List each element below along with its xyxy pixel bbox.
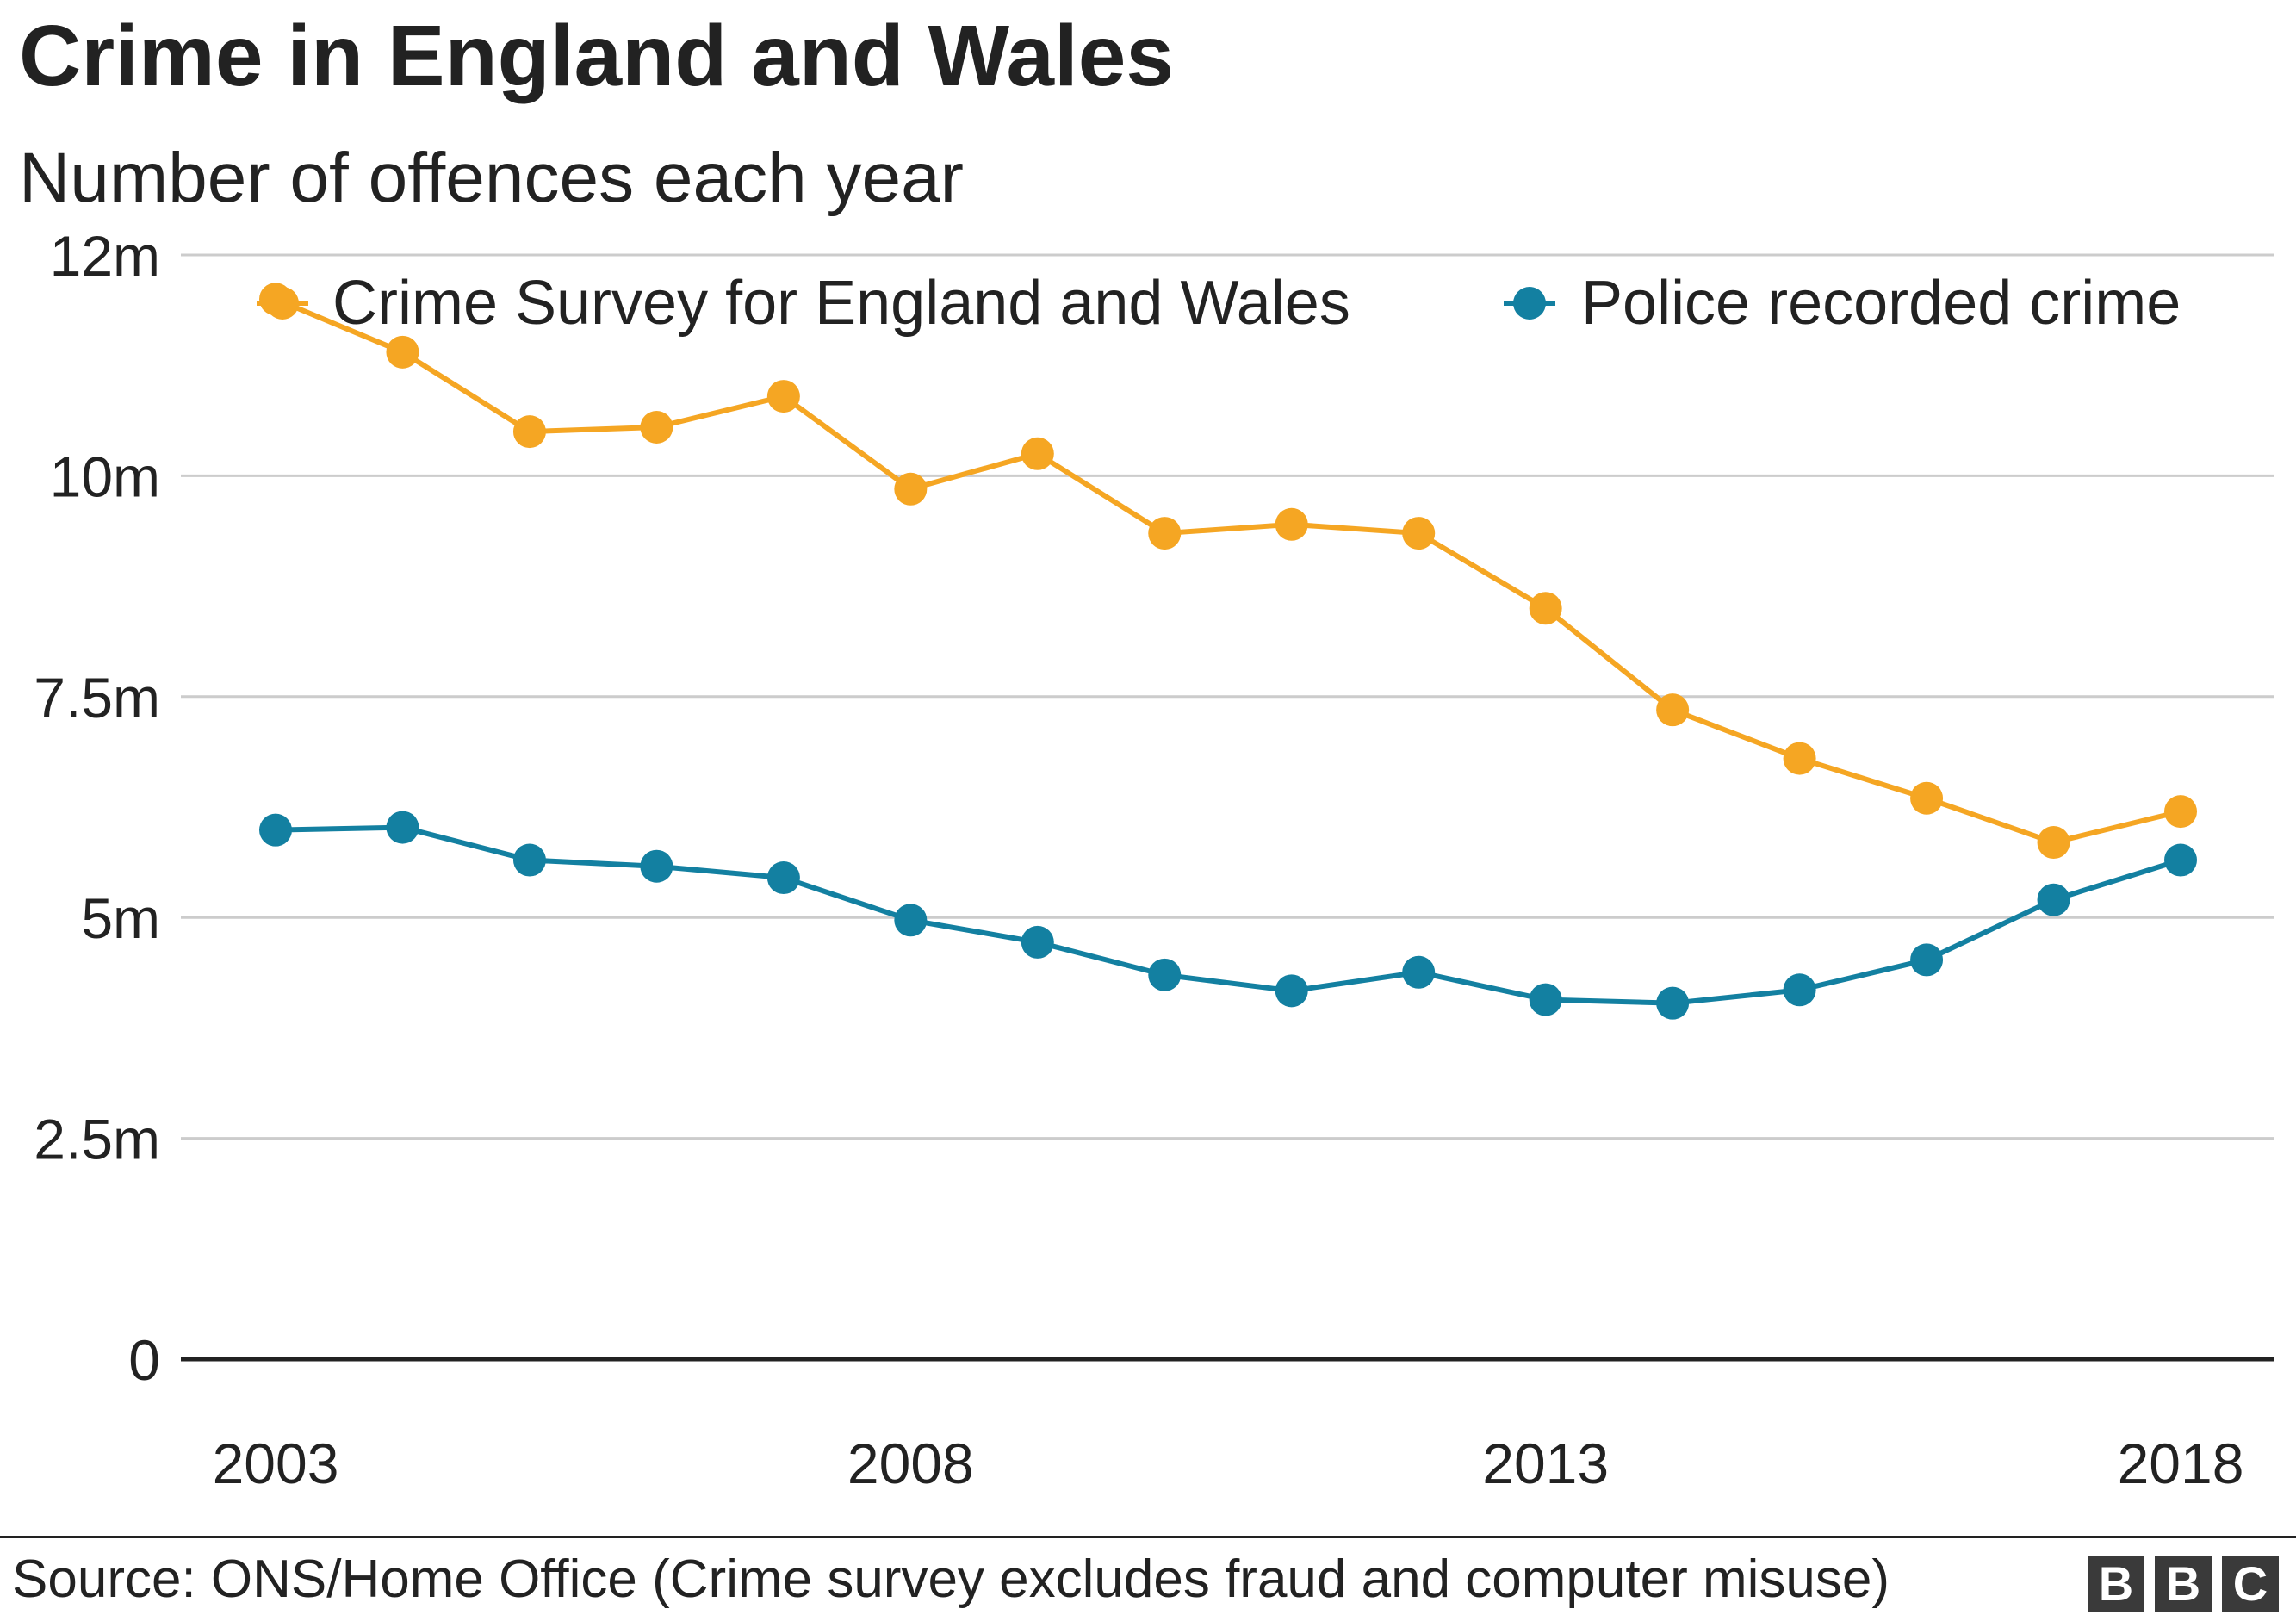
- bbc-logo: B B C: [2088, 1556, 2279, 1612]
- data-point-survey: [512, 415, 546, 449]
- data-point-police: [1529, 983, 1562, 1016]
- legend-item-survey: Crime Survey for England and Wales: [257, 269, 1350, 338]
- legend-label: Crime Survey for England and Wales: [332, 269, 1350, 338]
- data-point-survey: [259, 283, 292, 316]
- data-point-survey: [1021, 437, 1054, 470]
- footer-divider: [0, 1536, 2296, 1538]
- data-point-survey: [1529, 592, 1562, 625]
- bbc-logo-letter: B: [2088, 1556, 2144, 1612]
- series-police: [259, 811, 2197, 1020]
- bbc-logo-letter: B: [2155, 1556, 2212, 1612]
- y-tick-label: 5m: [81, 886, 160, 950]
- series-group: [259, 283, 2197, 1020]
- y-tick-label: 7.5m: [34, 666, 160, 730]
- legend-label: Police recorded crime: [1581, 269, 2181, 338]
- data-point-survey: [1402, 517, 1436, 550]
- data-point-police: [1783, 973, 1816, 1007]
- chart-legend: Crime Survey for England and Wales Police…: [257, 269, 2181, 338]
- data-point-survey: [1910, 781, 1944, 815]
- data-point-police: [1402, 955, 1436, 989]
- data-point-police: [259, 813, 292, 847]
- data-point-survey: [766, 380, 800, 413]
- data-point-police: [386, 811, 419, 844]
- x-tick-label: 2003: [213, 1432, 339, 1495]
- data-point-survey: [1656, 693, 1690, 727]
- data-point-survey: [1148, 517, 1182, 550]
- y-tick-label: 2.5m: [34, 1108, 160, 1171]
- data-point-survey: [2037, 826, 2070, 860]
- data-point-police: [1275, 974, 1308, 1008]
- y-tick-label: 12m: [50, 224, 160, 288]
- data-point-survey: [894, 472, 928, 506]
- data-point-police: [1910, 943, 1944, 977]
- data-point-police: [2164, 843, 2197, 877]
- grid-lines: [181, 253, 2274, 1362]
- data-point-police: [640, 849, 673, 883]
- legend-marker-dot: [1513, 287, 1546, 320]
- legend-item-police: Police recorded crime: [1504, 269, 2181, 338]
- data-point-police: [1021, 925, 1054, 959]
- data-point-police: [894, 904, 928, 937]
- y-axis-ticks: 0 2.5m 5m 7.5m 10m 12m: [34, 224, 160, 1392]
- data-point-police: [1148, 958, 1182, 991]
- data-point-police: [1656, 986, 1690, 1020]
- chart-subtitle: Number of offences each year: [19, 139, 964, 217]
- data-point-survey: [386, 335, 419, 369]
- series-line-police: [275, 824, 2181, 1006]
- data-point-survey: [1783, 742, 1816, 775]
- x-tick-label: 2018: [2118, 1432, 2244, 1495]
- data-point-police: [512, 843, 546, 877]
- chart-title: Crime in England and Wales: [19, 8, 1174, 104]
- source-note: Source: ONS/Home Office (Crime survey ex…: [12, 1550, 1890, 1609]
- x-axis-ticks: 2003 2008 2013 2018: [213, 1432, 2244, 1495]
- data-point-police: [2037, 883, 2070, 916]
- series-line-survey: [274, 296, 2181, 846]
- data-point-survey: [640, 410, 673, 444]
- line-chart: Crime Survey for England and Wales Police…: [34, 224, 2274, 1495]
- data-point-police: [766, 861, 800, 895]
- x-tick-label: 2008: [847, 1432, 974, 1495]
- y-tick-label: 0: [128, 1328, 160, 1392]
- y-tick-label: 10m: [50, 444, 160, 508]
- series-survey: [259, 283, 2197, 860]
- bbc-logo-letter: C: [2222, 1556, 2279, 1612]
- x-tick-label: 2013: [1482, 1432, 1609, 1495]
- data-point-survey: [1275, 507, 1308, 541]
- data-point-survey: [2164, 795, 2197, 829]
